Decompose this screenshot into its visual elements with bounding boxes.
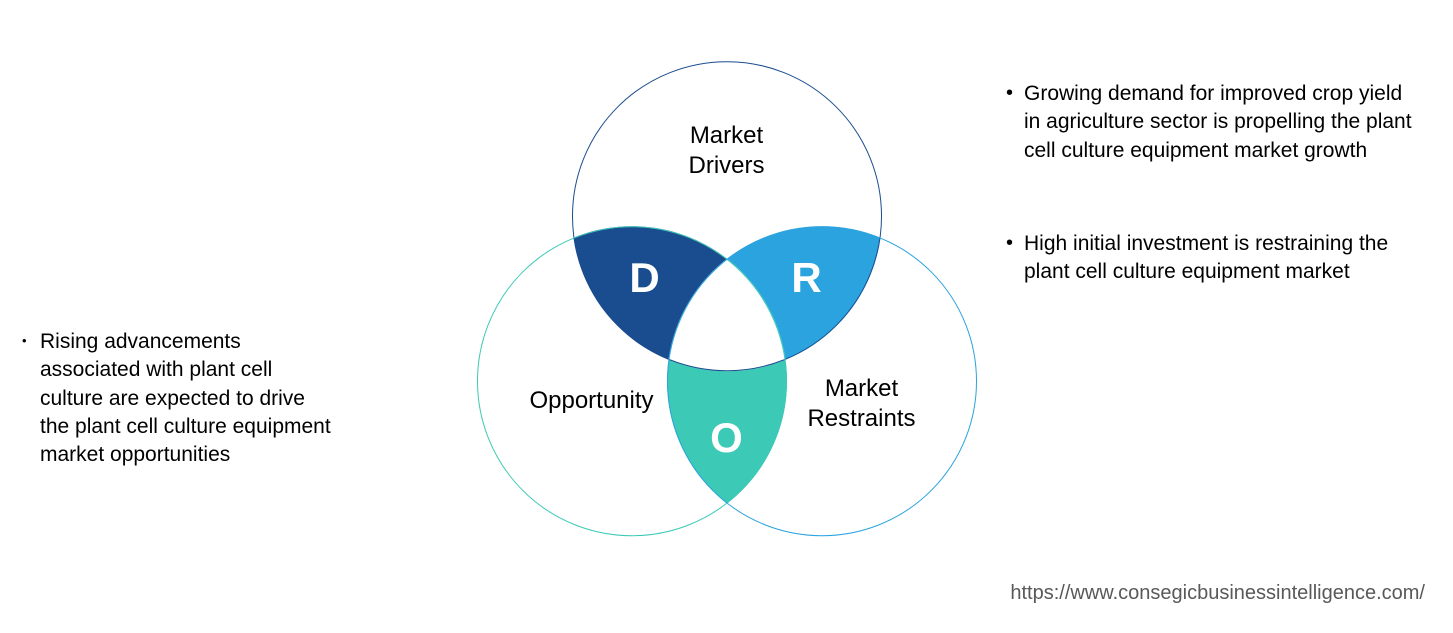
bullet-restraints: High initial investment is restraining t… (1006, 230, 1416, 287)
venn-diagram: MarketDrivers Opportunity MarketRestrain… (447, 36, 1007, 556)
letter-d: D (615, 254, 675, 302)
label-opportunity: Opportunity (507, 386, 677, 416)
label-drivers: MarketDrivers (677, 121, 777, 181)
bullet-opportunity: Rising advancements associated with plan… (22, 328, 332, 470)
source-url: https://www.consegicbusinessintelligence… (1010, 582, 1425, 605)
bullets-right: Growing demand for improved crop yield i… (1006, 80, 1416, 317)
label-drivers-text: MarketDrivers (689, 122, 765, 179)
label-opportunity-text: Opportunity (529, 387, 653, 414)
bullets-left: Rising advancements associated with plan… (22, 328, 332, 500)
label-restraints: MarketRestraints (787, 374, 937, 434)
letter-r: R (777, 254, 837, 302)
label-restraints-text: MarketRestraints (807, 375, 915, 432)
bullet-drivers: Growing demand for improved crop yield i… (1006, 80, 1416, 165)
letter-o: O (697, 414, 757, 462)
